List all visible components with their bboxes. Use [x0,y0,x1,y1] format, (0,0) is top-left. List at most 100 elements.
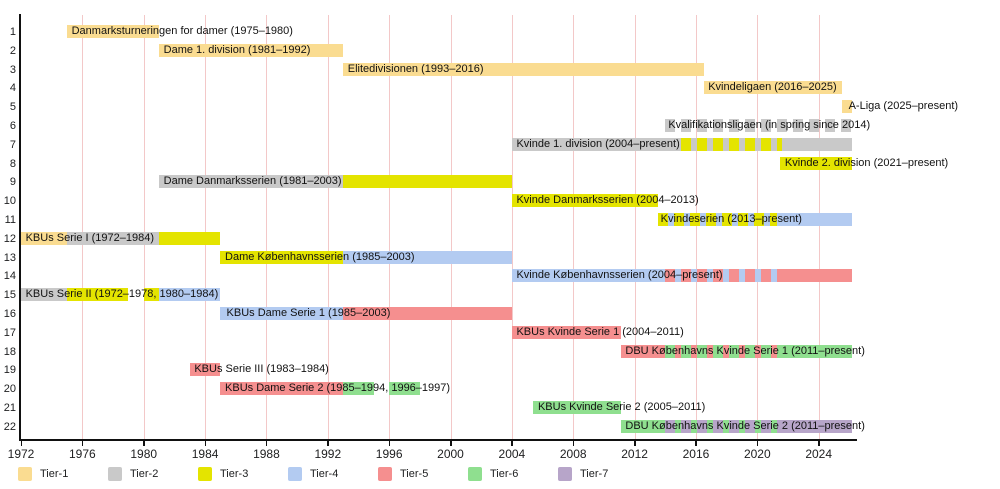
legend-label-tier-5: Tier-5 [400,468,429,480]
row-number-18: 18 [3,345,16,358]
axis-tick-label-2000: 2000 [437,447,464,461]
y-axis-line [19,14,21,440]
timeline-bar-row15-seg2 [67,288,129,302]
row-label-18: DBU Københavns Kvinde Serie 1 (2011–pres… [625,344,865,357]
legend-label-tier-2: Tier-2 [130,468,159,480]
axis-tick-2012 [634,439,636,446]
timeline-bar-row22-seg2 [665,419,778,433]
timeline-bar-row7-seg3 [781,137,853,151]
axis-tick-1988 [265,439,268,446]
gridline-2020 [757,15,759,439]
axis-tick-label-2004: 2004 [498,447,526,461]
timeline-bar-row16-seg2 [343,307,512,320]
row-number-4: 4 [9,82,16,95]
axis-tick-1984 [204,439,207,446]
row-label-7: Kvinde 1. division (2004–present) [516,137,680,150]
timeline-bar-row15-seg1 [21,288,68,302]
axis-tick-label-2020: 2020 [743,447,771,461]
row-label-20: KBUs Dame Serie 2 (1985–1994, 1996–1997) [225,382,451,395]
axis-tick-label-1976: 1976 [69,447,96,461]
axis-tick-label-2012: 2012 [621,447,648,461]
timeline-bar-row19-seg1 [189,363,221,377]
row-number-20: 20 [3,383,16,396]
row-number-17: 17 [3,326,16,339]
axis-tick-2000 [450,439,452,446]
row-label-13: Dame Københavnsserien (1985–2003) [225,250,415,263]
timeline-bar-row20-seg3 [389,382,420,396]
row-number-7: 7 [9,138,16,151]
row-number-9: 9 [9,176,16,189]
row-number-19: 19 [3,364,16,377]
row-label-1: Danmarksturneringen for damer (1975–1980… [71,25,293,37]
row-number-16: 16 [3,308,16,320]
gridline-1984 [205,15,207,439]
timeline-bar-row15-seg4 [159,288,221,302]
legend-swatch-tier-1 [18,467,32,481]
axis-tick-2020 [756,439,759,446]
row-number-12: 12 [3,232,16,245]
timeline-bar-row14-seg2 [665,269,778,283]
legend-swatch-tier-2 [108,467,122,481]
row-label-16: KBUs Dame Serie 1 (1985–2003) [226,307,391,319]
timeline-bar-row14-seg3 [777,269,853,283]
axis-tick-1972 [20,439,22,446]
timeline-bar-row11-seg1 [657,213,778,226]
row-label-15: KBUs Serie II (1972–1978, 1980–1984) [25,288,219,301]
timeline-bar-row12-seg1 [21,231,68,245]
timeline-bar-row22-seg1 [620,419,666,433]
row-number-8: 8 [9,157,16,170]
gridline-1980 [143,15,145,439]
row-number-3: 3 [9,63,16,76]
row-number-1: 1 [9,26,16,38]
gridline-2000 [450,15,452,439]
timeline-bar-row3-seg1 [343,62,704,76]
gridline-2016 [695,15,697,439]
gridline-2012 [634,15,636,439]
axis-tick-label-2024: 2024 [805,447,833,461]
row-label-14: Kvinde Københavnsserien (2004–present) [516,269,723,282]
legend-swatch-tier-3 [198,467,212,481]
timeline-bar-row4-seg1 [703,81,842,95]
gridline-1992 [327,15,329,439]
row-label-10: Kvinde Danmarksserien (2004–2013) [516,194,699,207]
timeline-bar-row1-seg1 [67,25,160,38]
timeline-bar-row2-seg1 [159,43,344,57]
timeline-bar-row22-seg3 [777,419,853,433]
axis-tick-2008 [572,439,575,446]
gridline-2004 [511,15,513,439]
axis-tick-2016 [695,439,697,446]
legend-label-tier-1: Tier-1 [40,468,69,480]
timeline-bar-row8-seg1 [780,156,853,170]
timeline-bar-row20-seg1 [220,382,344,396]
timeline-bar-row17-seg1 [511,325,621,339]
axis-tick-1976 [81,439,84,446]
row-number-13: 13 [3,251,16,264]
timeline-bar-row7-seg2 [680,137,782,151]
row-number-22: 22 [3,420,16,433]
row-number-21: 21 [3,402,16,414]
axis-tick-label-1972: 1972 [7,447,35,461]
row-label-11: Kvindeserien (2013–present) [660,213,802,225]
axis-tick-2004 [511,439,513,446]
row-label-17: KBUs Kvinde Serie 1 (2004–2011) [516,325,684,338]
timeline-bar-row20-seg2 [343,382,374,396]
row-label-19: KBUs Serie III (1983–1984) [194,363,329,376]
gridline-2024 [818,15,820,439]
gridline-1996 [389,15,391,439]
gridline-1988 [266,15,268,439]
axis-tick-2024 [818,439,820,446]
axis-tick-1996 [388,439,391,446]
timeline-bar-row11-seg2 [777,213,853,226]
row-number-10: 10 [3,195,16,208]
row-label-8: Kvinde 2. division (2021–present) [784,156,949,169]
axis-tick-label-1988: 1988 [253,447,280,461]
axis-tick-1980 [143,439,145,446]
timeline-bar-row13-seg2 [343,250,512,264]
axis-tick-label-1980: 1980 [130,447,158,461]
timeline-bar-row5-seg1 [841,100,853,114]
timeline-bar-row6-seg1 [665,119,853,132]
timeline-bar-row12-seg2 [67,231,160,245]
row-label-4: Kvindeligaen (2016–2025) [708,81,837,94]
axis-tick-label-1992: 1992 [314,447,342,461]
row-number-5: 5 [9,101,16,114]
